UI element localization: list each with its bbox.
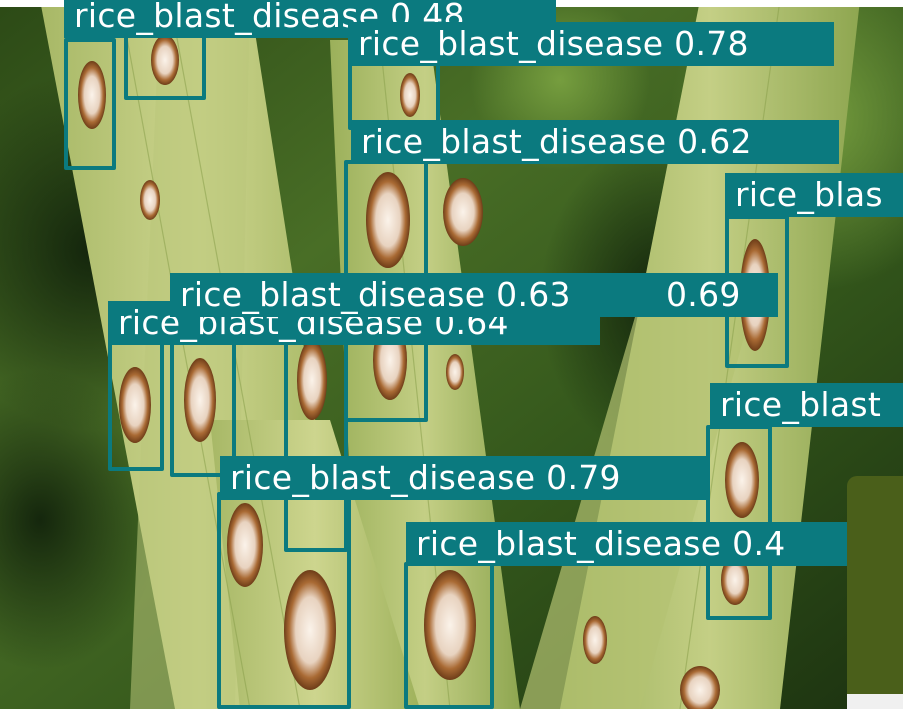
- detection-label: rice_blast_disease 0.78: [348, 22, 834, 66]
- bottom-strip: [847, 694, 903, 709]
- detection-label: rice_blast_disease 0.63: [170, 273, 660, 317]
- detection-label: rice_blas: [725, 173, 903, 217]
- detection-box: [64, 38, 116, 170]
- side-panel: [847, 476, 903, 694]
- detection-box: [124, 30, 206, 100]
- detection-label: rice_blast: [710, 383, 903, 427]
- detection-label: rice_blast_disease 0.62: [351, 120, 839, 164]
- detection-label: rice_blast_disease 0.4: [406, 522, 851, 566]
- detection-box: [404, 562, 494, 709]
- detection-box: [108, 338, 164, 471]
- detection-label: 0.69: [656, 273, 778, 317]
- detection-label: rice_blast_disease 0.79: [220, 456, 708, 500]
- detection-box: [217, 492, 351, 709]
